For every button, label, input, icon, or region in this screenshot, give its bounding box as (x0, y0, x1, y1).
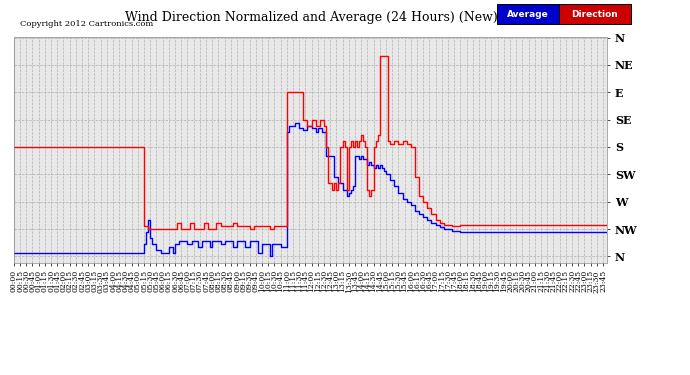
Text: Wind Direction Normalized and Average (24 Hours) (New) 20121107: Wind Direction Normalized and Average (2… (125, 11, 565, 24)
Text: Average: Average (507, 10, 549, 19)
Text: Direction: Direction (571, 10, 618, 19)
Text: Copyright 2012 Cartronics.com: Copyright 2012 Cartronics.com (20, 21, 153, 28)
